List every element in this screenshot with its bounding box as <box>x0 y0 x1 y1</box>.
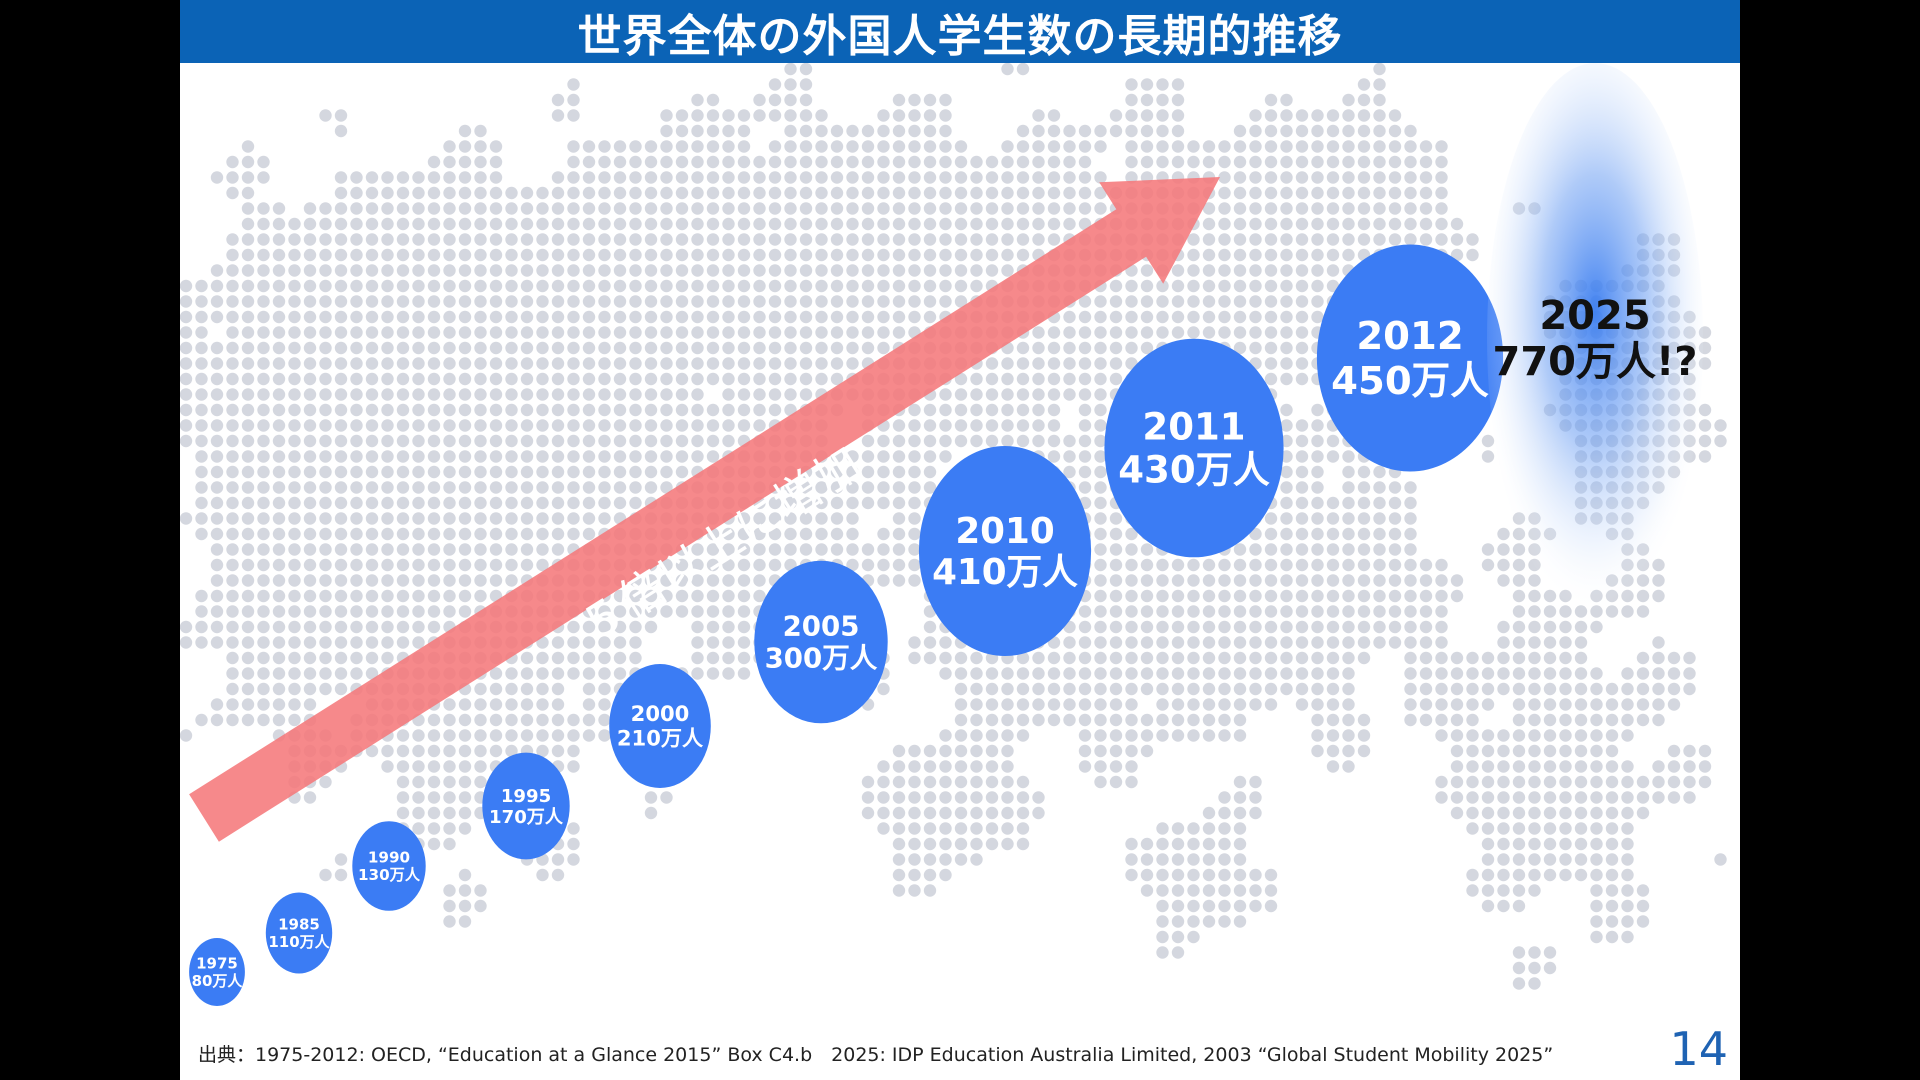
bubble-shape-1985 <box>265 892 333 974</box>
bubble-chart: ５倍以上に増加 197580万人1985110万人1990130万人199517… <box>189 63 1703 1006</box>
bubble-year-label: 2011 <box>1142 406 1245 449</box>
bubble-value-label: 210万人 <box>617 726 704 751</box>
bubble-shape-1975 <box>189 938 245 1006</box>
source-note: 出典：1975-2012: OECD, “Education at a Glan… <box>198 1044 1554 1066</box>
bubble-year-label: 2010 <box>955 511 1054 552</box>
bubble-shape-2011 <box>1104 338 1284 558</box>
slide-title: 世界全体の外国人学生数の長期的推移 <box>577 10 1343 62</box>
bubble-shape-2010 <box>918 446 1092 656</box>
bubble-shape-2025 <box>1487 63 1703 613</box>
bubble-value-label: 430万人 <box>1118 449 1270 492</box>
title-bar: 世界全体の外国人学生数の長期的推移 <box>180 0 1740 63</box>
bubble-year-label: 2005 <box>783 610 860 643</box>
bubble-value-label: 770万人!? <box>1493 339 1698 385</box>
bubble-year-label: 2025 <box>1539 293 1650 339</box>
bubble-shape-2012 <box>1316 244 1504 472</box>
bubble-value-label: 300万人 <box>765 642 878 675</box>
bubble-value-label: 410万人 <box>932 552 1078 593</box>
bubble-value-label: 450万人 <box>1331 359 1489 404</box>
bubble-shape-2000 <box>609 664 711 788</box>
slide: 世界全体の外国人学生数の長期的推移 ５倍以上に増加 1975 80万人 1985 11… <box>180 0 1740 1080</box>
growth-arrow-shape <box>189 177 1221 842</box>
bubble-year-label: 1990 <box>368 849 410 867</box>
bubble-year-label: 2012 <box>1356 314 1463 359</box>
bubble-value-label: 170万人 <box>489 807 564 828</box>
bubble-year-label: 1975 <box>196 955 238 973</box>
bubble-shape-1990 <box>352 821 426 911</box>
footer: 出典：1975-2012: OECD, “Education at a Glan… <box>180 1022 1740 1080</box>
bubble-shape-1995 <box>482 752 570 860</box>
bubble-year-label: 2000 <box>631 701 690 726</box>
bubble-layer: 197580万人1985110万人1990130万人1995170万人20002… <box>189 63 1703 1006</box>
bubble-year-label: 1995 <box>501 786 551 807</box>
bubble-shape-2005 <box>754 560 888 724</box>
page-number: 14 <box>1669 1022 1728 1076</box>
bubble-year-label: 1985 <box>278 916 320 934</box>
bubble-value-label: 130万人 <box>358 866 421 884</box>
bubble-value-label: 110万人 <box>268 933 330 951</box>
bubble-value-label: 80万人 <box>192 972 244 990</box>
